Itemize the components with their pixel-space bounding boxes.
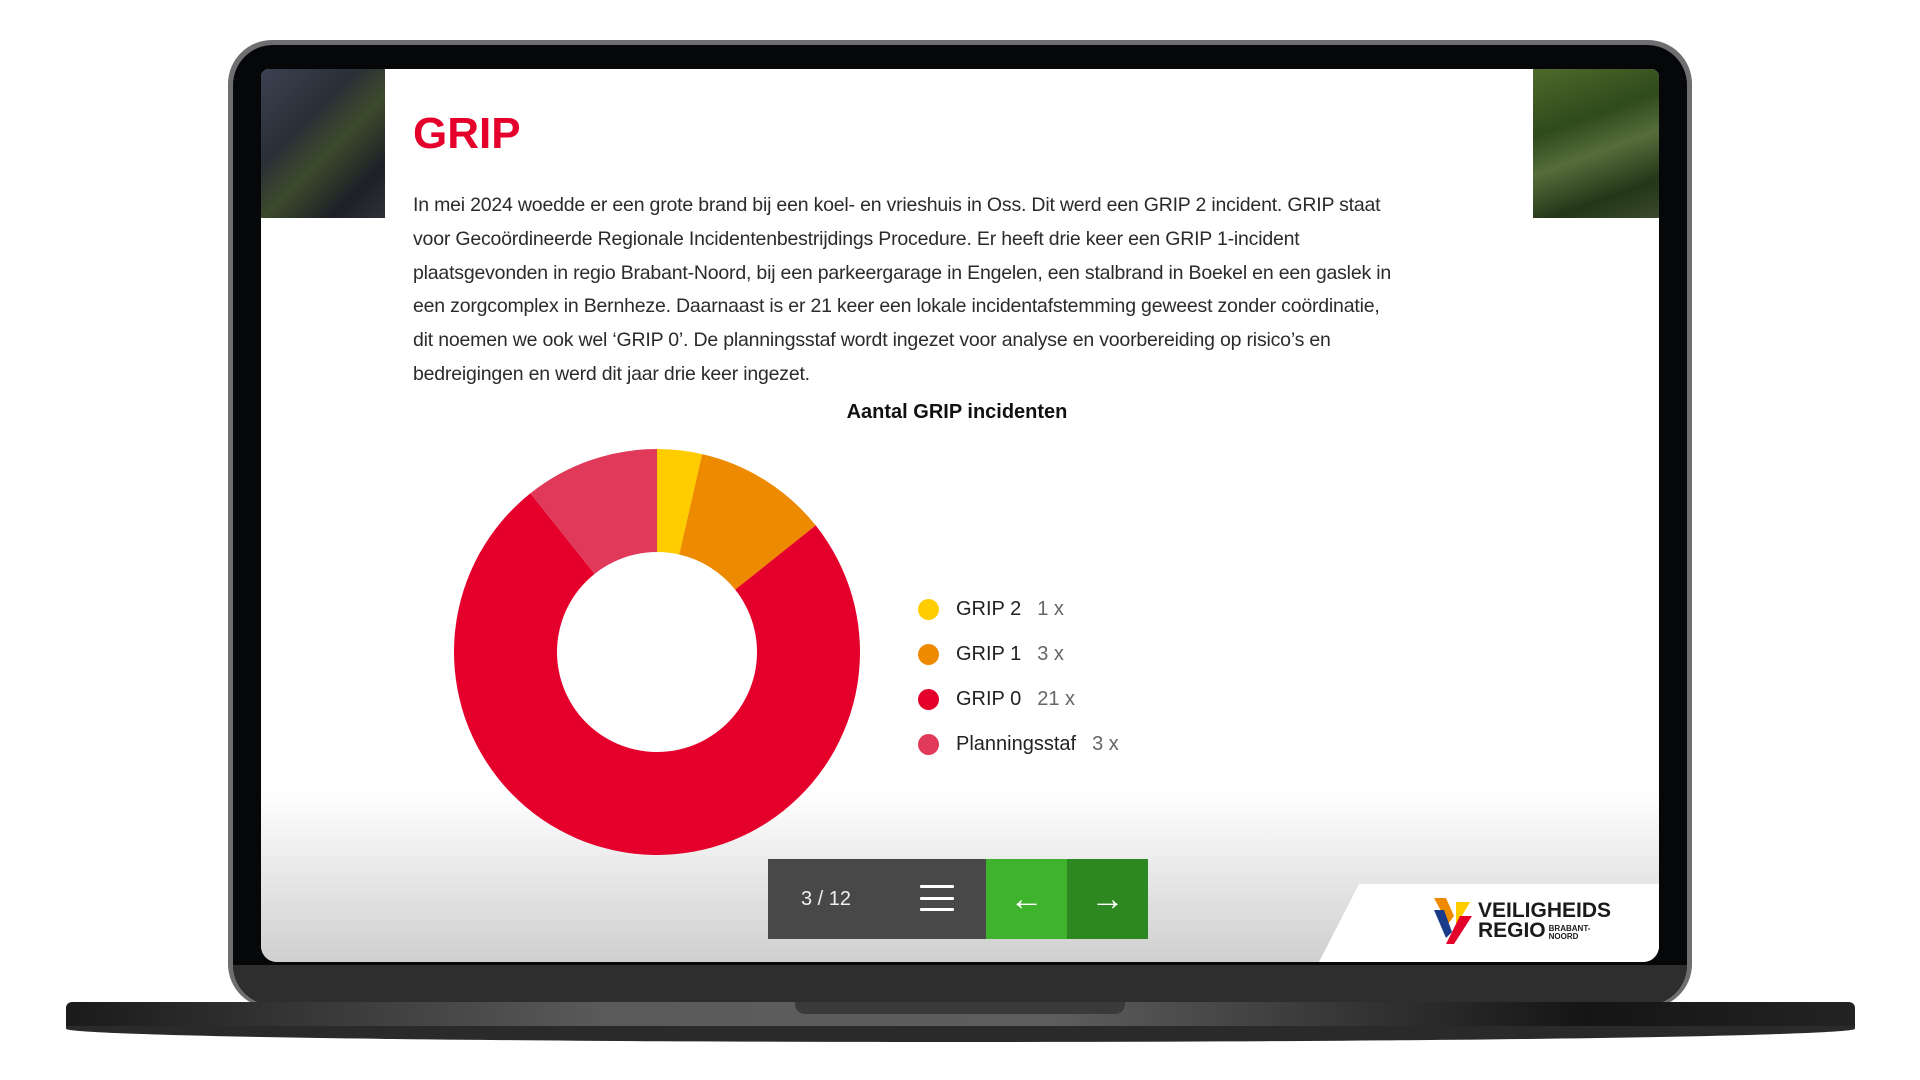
page-counter-panel: 3 / 12	[768, 859, 986, 939]
previous-slide-button[interactable]: ←	[986, 859, 1067, 939]
paragraph-line: dit noemen we ook wel ‘GRIP 0’. De plann…	[413, 329, 1331, 352]
paragraph-line: een zorgcomplex in Bernheze. Daarnaast i…	[413, 295, 1380, 318]
slide-navigation: 3 / 12 ← →	[768, 859, 1148, 939]
arrow-right-icon: →	[1090, 879, 1125, 918]
legend-item-grip0: GRIP 0 21 x	[918, 677, 1119, 722]
laptop-base-bottom	[66, 1026, 1855, 1042]
legend-label: GRIP 1	[956, 643, 1022, 665]
logo-sub: BRABANT-NOORD	[1548, 924, 1591, 941]
paragraph-line: plaatsgevonden in regio Brabant-Noord, b…	[413, 261, 1392, 284]
next-slide-button[interactable]: →	[1067, 859, 1148, 939]
laptop-chin	[233, 965, 1687, 1005]
arrow-left-icon: ←	[1009, 879, 1044, 918]
donut-slice-planningsstaf	[530, 449, 657, 574]
donut-slice-grip-0	[454, 493, 860, 855]
legend-item-grip1: GRIP 1 3 x	[918, 632, 1119, 677]
logo-tab	[1319, 884, 1659, 962]
donut-slice-grip-1	[679, 454, 816, 590]
paragraph-line: In mei 2024 woedde er een grote brand bi…	[413, 194, 1381, 216]
legend-count: 3 x	[1037, 643, 1064, 665]
chart-legend: GRIP 2 1 x GRIP 1 3 x GRIP 0 21 x Planni…	[918, 587, 1119, 767]
chart-title: Aantal GRIP incidenten	[846, 401, 1068, 423]
page-counter: 3 / 12	[801, 887, 852, 910]
legend-dot-icon	[918, 599, 939, 620]
logo-mark-icon	[1433, 898, 1472, 944]
legend-item-planningsstaf: Planningsstaf 3 x	[918, 722, 1119, 767]
donut-chart	[454, 449, 860, 855]
legend-count: 21 x	[1037, 688, 1076, 710]
slide-paragraph: In mei 2024 woedde er een grote brand bi…	[413, 189, 1391, 392]
paragraph-line: voor Gecoördineerde Regionale Incidenten…	[413, 227, 1300, 250]
legend-dot-icon	[918, 689, 939, 710]
laptop-notch	[795, 1002, 1125, 1014]
legend-label: GRIP 0	[956, 688, 1022, 710]
legend-dot-icon	[918, 734, 939, 755]
donut-slice-grip-2	[657, 449, 703, 555]
legend-dot-icon	[918, 644, 939, 665]
logo-line1: VEILIGHEIDS	[1477, 899, 1611, 922]
hamburger-menu-icon[interactable]	[920, 885, 954, 911]
aerial-photo-left	[261, 69, 385, 218]
paragraph-line: bedreigingen en werd dit jaar drie keer …	[413, 362, 810, 385]
slide-title: GRIP	[413, 109, 521, 158]
legend-count: 3 x	[1092, 733, 1119, 755]
legend-label: Planningsstaf	[956, 733, 1077, 755]
legend-label: GRIP 2	[956, 598, 1022, 620]
logo-line2: REGIO	[1477, 919, 1546, 942]
slide-screen: GRIP In mei 2024 woedde er een grote bra…	[261, 69, 1659, 962]
legend-item-grip2: GRIP 2 1 x	[918, 587, 1119, 632]
veiligheidsregio-logo: VEILIGHEIDS REGIO BRABANT-NOORD	[1432, 896, 1611, 946]
aerial-photo-right	[1533, 69, 1659, 218]
legend-count: 1 x	[1037, 598, 1064, 620]
